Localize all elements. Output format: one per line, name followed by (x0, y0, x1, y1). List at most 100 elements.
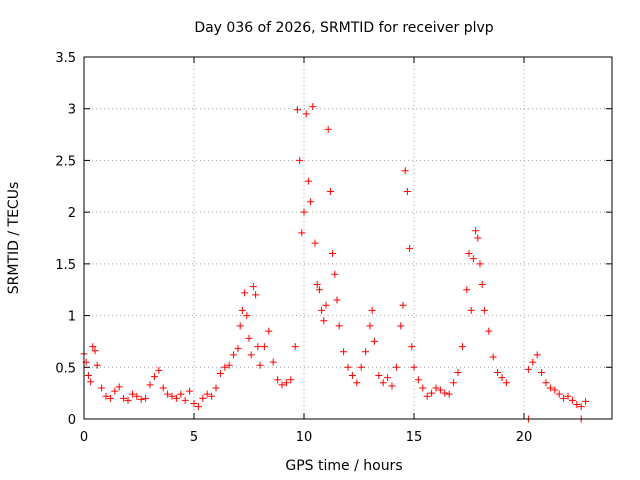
data-point (353, 379, 361, 387)
data-point (155, 366, 163, 374)
data-point (265, 327, 273, 335)
data-point (313, 281, 321, 289)
data-point (221, 363, 229, 371)
data-point (538, 368, 546, 376)
data-point (436, 386, 444, 394)
data-point (106, 394, 114, 402)
x-axis-ticks: 0 5 10 15 20 (80, 57, 532, 445)
data-point (335, 322, 343, 330)
data-point (568, 396, 576, 404)
data-point (564, 392, 572, 400)
data-point (274, 376, 282, 384)
data-point (450, 379, 458, 387)
data-point (401, 167, 409, 175)
data-point (87, 378, 95, 386)
data-point (419, 384, 427, 392)
data-point (181, 396, 189, 404)
data-point (249, 283, 257, 291)
data-point (320, 317, 328, 325)
data-point (494, 368, 502, 376)
y-tick-label: 1 (68, 310, 76, 325)
data-point (324, 125, 332, 133)
data-point (102, 392, 110, 400)
data-point (331, 270, 339, 278)
data-point (410, 363, 418, 371)
data-point (533, 351, 541, 359)
data-point (120, 394, 128, 402)
plot-frame (83, 56, 613, 420)
data-point (212, 384, 220, 392)
data-point (357, 363, 365, 371)
data-point (366, 322, 374, 330)
data-point (465, 250, 473, 258)
data-point (256, 361, 264, 369)
data-point (287, 376, 295, 384)
data-point (375, 372, 383, 380)
data-point (348, 372, 356, 380)
y-tick-label: 3.5 (55, 51, 76, 66)
data-point (428, 389, 436, 397)
data-point (445, 390, 453, 398)
data-point (414, 376, 422, 384)
data-point (269, 358, 277, 366)
data-point (238, 306, 246, 314)
data-point (234, 345, 242, 353)
x-tick-label: 5 (190, 430, 198, 445)
data-point (498, 374, 506, 382)
data-point (408, 343, 416, 351)
data-point (216, 369, 224, 377)
data-point (208, 392, 216, 400)
data-point (582, 397, 590, 405)
data-point (190, 399, 198, 407)
data-point (315, 286, 323, 294)
data-point (300, 208, 308, 216)
data-point (194, 403, 202, 411)
data-point (159, 384, 167, 392)
data-point (260, 343, 268, 351)
data-point (98, 384, 106, 392)
data-point (137, 395, 145, 403)
data-point (128, 390, 136, 398)
data-point (146, 381, 154, 389)
data-point (333, 296, 341, 304)
data-point (560, 394, 568, 402)
data-points (80, 103, 590, 423)
data-point (529, 358, 537, 366)
data-point (133, 392, 141, 400)
data-point (307, 198, 315, 206)
data-point (384, 374, 392, 382)
data-point (406, 244, 414, 252)
data-point (93, 361, 101, 369)
data-point (293, 106, 301, 114)
data-point (368, 306, 376, 314)
data-point (254, 343, 262, 351)
data-point (89, 343, 97, 351)
x-tick-label: 15 (406, 430, 423, 445)
data-point (124, 396, 132, 404)
data-point (164, 390, 172, 398)
data-point (472, 227, 480, 235)
data-point (399, 301, 407, 309)
y-axis-ticks: 0 0.5 1 1.5 2 2.5 3 3.5 (55, 51, 612, 428)
data-point (326, 187, 334, 195)
x-tick-label: 10 (296, 430, 313, 445)
data-point (474, 234, 482, 242)
y-tick-label: 2 (68, 206, 76, 221)
data-point (177, 390, 185, 398)
y-tick-label: 3 (68, 103, 76, 118)
chart-title: Day 036 of 2026, SRMTID for receiver plv… (194, 20, 493, 36)
data-point (296, 156, 304, 164)
data-point (489, 353, 497, 361)
data-point (502, 379, 510, 387)
y-axis-label: SRMTID / TECUs (6, 182, 22, 295)
data-point (573, 401, 581, 409)
data-point (322, 301, 330, 309)
data-point (230, 351, 238, 359)
data-point (311, 239, 319, 247)
data-point (546, 384, 554, 392)
data-point (282, 379, 290, 387)
data-point (203, 390, 211, 398)
data-point (318, 306, 326, 314)
data-point (329, 250, 337, 258)
